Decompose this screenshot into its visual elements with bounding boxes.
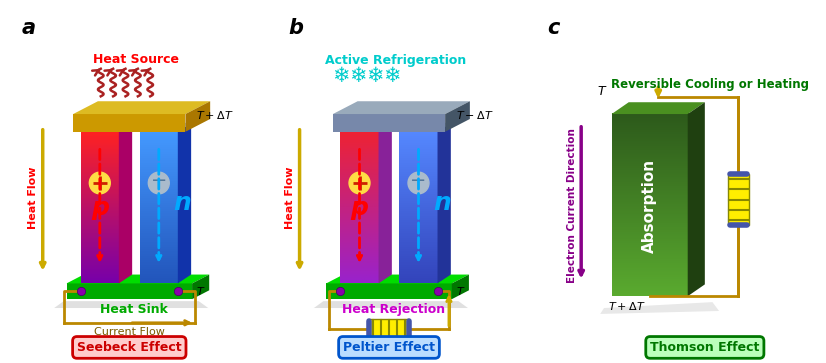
Circle shape [349, 172, 370, 194]
Polygon shape [67, 284, 192, 299]
Text: p: p [91, 196, 109, 220]
Polygon shape [333, 114, 445, 132]
Text: Heat Source: Heat Source [93, 53, 179, 66]
Polygon shape [55, 301, 208, 308]
Polygon shape [119, 123, 132, 284]
Polygon shape [326, 284, 452, 299]
Text: $T$: $T$ [597, 85, 608, 98]
Polygon shape [378, 123, 413, 132]
Text: $T + \Delta T$: $T + \Delta T$ [196, 109, 234, 121]
Circle shape [89, 172, 111, 194]
Text: $T - \Delta T$: $T - \Delta T$ [456, 109, 493, 121]
Polygon shape [178, 123, 191, 284]
Text: Reversible Cooling or Heating: Reversible Cooling or Heating [610, 78, 809, 91]
Text: Heat Sink: Heat Sink [100, 303, 168, 316]
Text: $T$: $T$ [456, 285, 465, 297]
Polygon shape [81, 123, 132, 132]
Text: Heat Flow: Heat Flow [28, 167, 38, 229]
Polygon shape [611, 102, 705, 114]
Text: ❄: ❄ [366, 66, 383, 86]
Polygon shape [445, 101, 470, 132]
Text: Active Refrigeration: Active Refrigeration [325, 54, 467, 67]
Polygon shape [340, 123, 392, 132]
Polygon shape [192, 274, 209, 299]
Text: $T + \Delta T$: $T + \Delta T$ [608, 300, 645, 312]
Text: Absorption: Absorption [642, 159, 657, 253]
Text: $T$: $T$ [196, 285, 206, 297]
Polygon shape [452, 274, 469, 299]
Text: Electron Current Direction: Electron Current Direction [567, 128, 577, 283]
Polygon shape [688, 102, 705, 296]
Polygon shape [74, 114, 185, 132]
Text: −: − [150, 171, 167, 189]
Polygon shape [185, 101, 210, 132]
Text: c: c [547, 17, 559, 37]
Text: ❄: ❄ [349, 66, 367, 86]
Text: a: a [21, 17, 36, 37]
Polygon shape [140, 123, 191, 132]
Text: −: − [411, 171, 427, 189]
Text: Thomson Effect: Thomson Effect [650, 341, 760, 354]
Polygon shape [67, 274, 209, 284]
Text: n: n [173, 191, 192, 215]
Text: ❄: ❄ [332, 66, 349, 86]
Polygon shape [326, 274, 469, 284]
Text: Peltier Effect: Peltier Effect [343, 341, 435, 354]
Text: Seebeck Effect: Seebeck Effect [77, 341, 182, 354]
Polygon shape [438, 123, 451, 284]
Polygon shape [378, 123, 392, 284]
Bar [369, 319, 409, 339]
Text: p: p [350, 196, 368, 220]
Polygon shape [314, 301, 468, 308]
Text: Heat Rejection: Heat Rejection [342, 303, 445, 316]
Polygon shape [601, 302, 719, 314]
Text: b: b [288, 17, 303, 37]
Text: Heat Flow: Heat Flow [285, 167, 295, 229]
Polygon shape [74, 101, 210, 114]
Text: ❄: ❄ [383, 66, 401, 86]
Circle shape [149, 172, 169, 194]
Bar [728, 174, 748, 225]
Polygon shape [333, 101, 470, 114]
Polygon shape [400, 123, 451, 132]
Circle shape [408, 172, 429, 194]
Text: Current Flow: Current Flow [94, 327, 164, 337]
Text: n: n [434, 191, 451, 215]
